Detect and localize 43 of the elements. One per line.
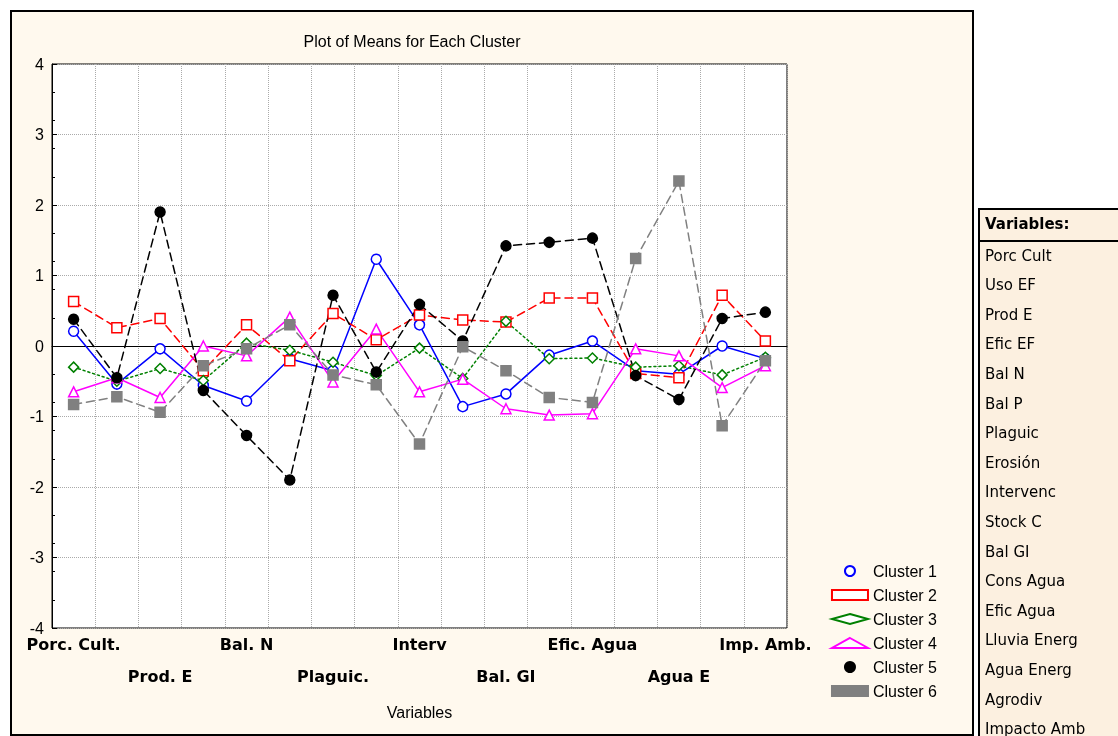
x-tick-label: Agua E: [647, 666, 711, 686]
y-tick-label: 4: [35, 55, 45, 73]
y-tick-label: 0: [35, 337, 45, 355]
text: Stock C: [984, 511, 1043, 533]
text: Variables:: [980, 210, 1118, 242]
text: Agua Energ: [984, 659, 1073, 681]
text: Efic EF: [984, 334, 1037, 356]
legend-label: Cluster 2: [872, 586, 938, 604]
text: Porc Cult: [984, 245, 1053, 267]
y-tick-label: -4: [29, 619, 45, 637]
y-tick-label: -2: [29, 478, 45, 496]
y-tick-label: 2: [35, 196, 45, 214]
legend-label: Cluster 3: [872, 610, 938, 628]
chart-title: Plot of Means for Each Cluster: [303, 32, 522, 50]
x-tick-label: Prod. E: [127, 666, 193, 686]
text: Efic Agua: [984, 600, 1057, 622]
text: Cons Agua: [984, 571, 1067, 593]
x-tick-label: Porc. Cult.: [26, 634, 121, 654]
text: Prod E: [984, 304, 1034, 326]
x-tick-label: Imp. Amb.: [719, 634, 812, 654]
y-tick-label: 1: [35, 267, 45, 284]
text: Intervenc: [984, 482, 1058, 504]
text: Lluvia Energ: [984, 630, 1079, 652]
text: Erosión: [984, 452, 1042, 474]
legend-label: Cluster 4: [872, 634, 938, 652]
y-tick-label: 3: [35, 126, 45, 143]
x-tick-label: Plaguic.: [297, 666, 369, 686]
text: Bal P: [984, 393, 1024, 415]
legend-label: Cluster 6: [872, 682, 938, 700]
text: Uso EF: [984, 275, 1037, 297]
x-tick-label: Efic. Agua: [547, 634, 638, 654]
text: Bal GI: [984, 541, 1031, 563]
x-tick-label: Bal. N: [219, 634, 274, 654]
x-tick-label: Bal. GI: [476, 666, 536, 686]
y-tick-label: -1: [29, 408, 45, 425]
y-tick-label: -3: [29, 549, 45, 566]
x-tick-label: Interv: [392, 634, 448, 654]
text: Agrodiv: [984, 689, 1044, 711]
text: Plaguic: [984, 423, 1040, 445]
x-axis-title: Variables: [386, 703, 453, 721]
text: Bal N: [984, 363, 1026, 385]
legend-label: Cluster 1: [872, 562, 938, 580]
legend-label: Cluster 5: [872, 658, 938, 676]
